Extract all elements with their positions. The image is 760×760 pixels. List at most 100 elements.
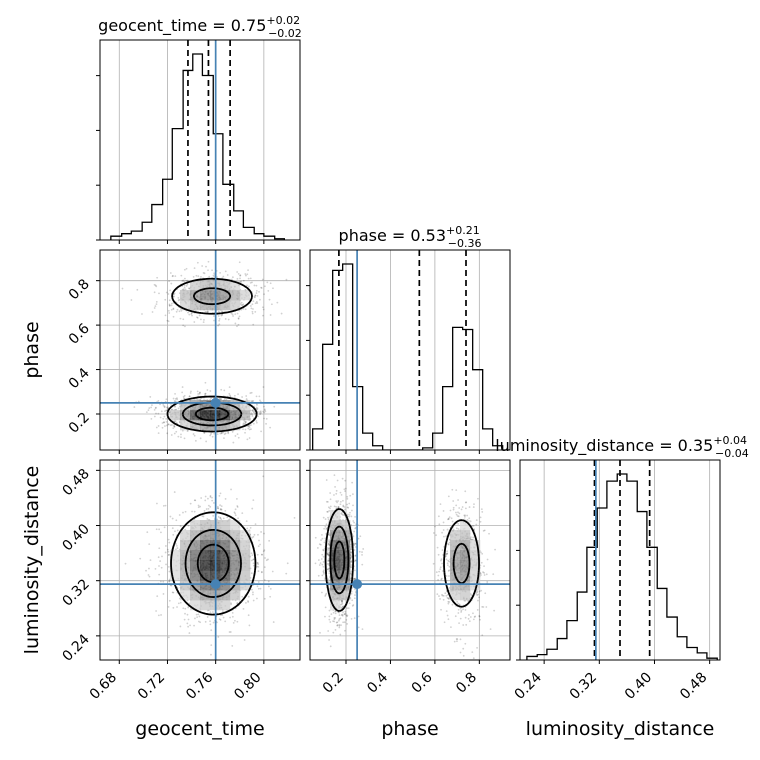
scatter-point [172, 427, 175, 430]
scatter-point [217, 636, 220, 638]
scatter-point [457, 528, 460, 530]
scatter-point [130, 299, 133, 301]
density-bin [180, 290, 191, 301]
scatter-point [148, 567, 150, 570]
panel-title: geocent_time = 0.75+0.02 −0.02 [98, 14, 302, 40]
scatter-point [327, 560, 330, 563]
title-plus: +0.02 [266, 14, 300, 27]
scatter-point [439, 566, 442, 569]
scatter-point [244, 431, 246, 434]
density-bin [230, 300, 241, 311]
density-bin [220, 290, 231, 301]
scatter-point [286, 562, 289, 565]
scatter-point [209, 496, 212, 498]
scatter-point [168, 304, 171, 307]
x-tick-label: 0.80 [231, 670, 264, 703]
scatter-point [173, 424, 175, 427]
scatter-point [436, 593, 439, 596]
scatter-point [440, 558, 443, 561]
scatter-point [154, 407, 157, 410]
scatter-point [350, 566, 352, 569]
scatter-point [198, 391, 201, 394]
scatter-point [342, 605, 344, 608]
scatter-point [231, 615, 234, 618]
density-bin [230, 570, 241, 581]
scatter-point [327, 549, 330, 552]
scatter-point [327, 630, 330, 632]
scatter-point [329, 621, 332, 623]
scatter-point [183, 286, 186, 289]
scatter-point [224, 270, 227, 273]
scatter-point [250, 428, 252, 431]
scatter-point [458, 512, 461, 515]
scatter-point [224, 432, 227, 435]
grid-lines [345, 250, 480, 450]
scatter-point [328, 509, 331, 512]
scatter-point [452, 508, 455, 511]
density-bin [180, 300, 191, 311]
scatter-point [199, 621, 202, 624]
density-bin [180, 420, 191, 431]
scatter-point [171, 517, 174, 520]
scatter-point [196, 316, 198, 319]
scatter-point [204, 495, 207, 498]
scatter-point [468, 620, 471, 623]
scatter-point [263, 532, 265, 535]
scatter-point [260, 287, 263, 289]
density-bin [200, 570, 211, 581]
scatter-point [177, 299, 180, 302]
scatter-point [342, 504, 345, 507]
scatter-point [188, 287, 191, 290]
scatter-point [350, 552, 353, 554]
scatter-point [188, 313, 191, 316]
x-tick-label: 0.40 [622, 670, 655, 703]
scatter-point [187, 618, 190, 621]
scatter-point [478, 596, 480, 599]
density-bin [230, 290, 241, 301]
scatter-point [237, 393, 239, 396]
scatter-point [256, 407, 259, 410]
density-bin [190, 560, 201, 571]
scatter-point [220, 432, 223, 434]
scatter-point [319, 631, 321, 634]
scatter-point [245, 421, 247, 424]
scatter-point [182, 279, 185, 282]
scatter-point [339, 491, 342, 494]
scatter-point [236, 505, 239, 507]
scatter-point [440, 559, 442, 562]
scatter-point [234, 322, 237, 325]
scatter-point [321, 563, 324, 566]
scatter-point [162, 580, 165, 583]
scatter-point [251, 409, 254, 412]
scatter-point [148, 575, 151, 578]
density-bin [200, 580, 211, 591]
scatter-point [186, 622, 189, 625]
scatter-point [196, 316, 199, 319]
scatter-point [260, 411, 263, 414]
density-bin [230, 400, 241, 411]
density-bin [230, 550, 241, 561]
scatter-point [167, 293, 170, 295]
scatter-point [336, 479, 339, 482]
scatter-point [346, 607, 348, 610]
scatter-point [220, 432, 223, 435]
scatter-point [234, 512, 236, 515]
scatter-point [197, 275, 200, 278]
scatter-point [255, 300, 258, 303]
scatter-point [199, 391, 201, 394]
scatter-point [186, 430, 189, 433]
scatter-point [197, 613, 200, 616]
scatter-point [250, 559, 253, 562]
scatter-point [328, 547, 331, 549]
scatter-point [236, 506, 239, 508]
scatter-point [202, 321, 205, 324]
scatter-point [323, 541, 326, 544]
scatter-point [164, 425, 166, 427]
scatter-point [236, 277, 239, 280]
scatter-point [263, 411, 266, 414]
scatter-point [326, 563, 329, 565]
scatter-point [328, 572, 331, 575]
scatter-point [195, 274, 198, 277]
scatter-point [447, 600, 450, 603]
scatter-point [219, 492, 222, 495]
